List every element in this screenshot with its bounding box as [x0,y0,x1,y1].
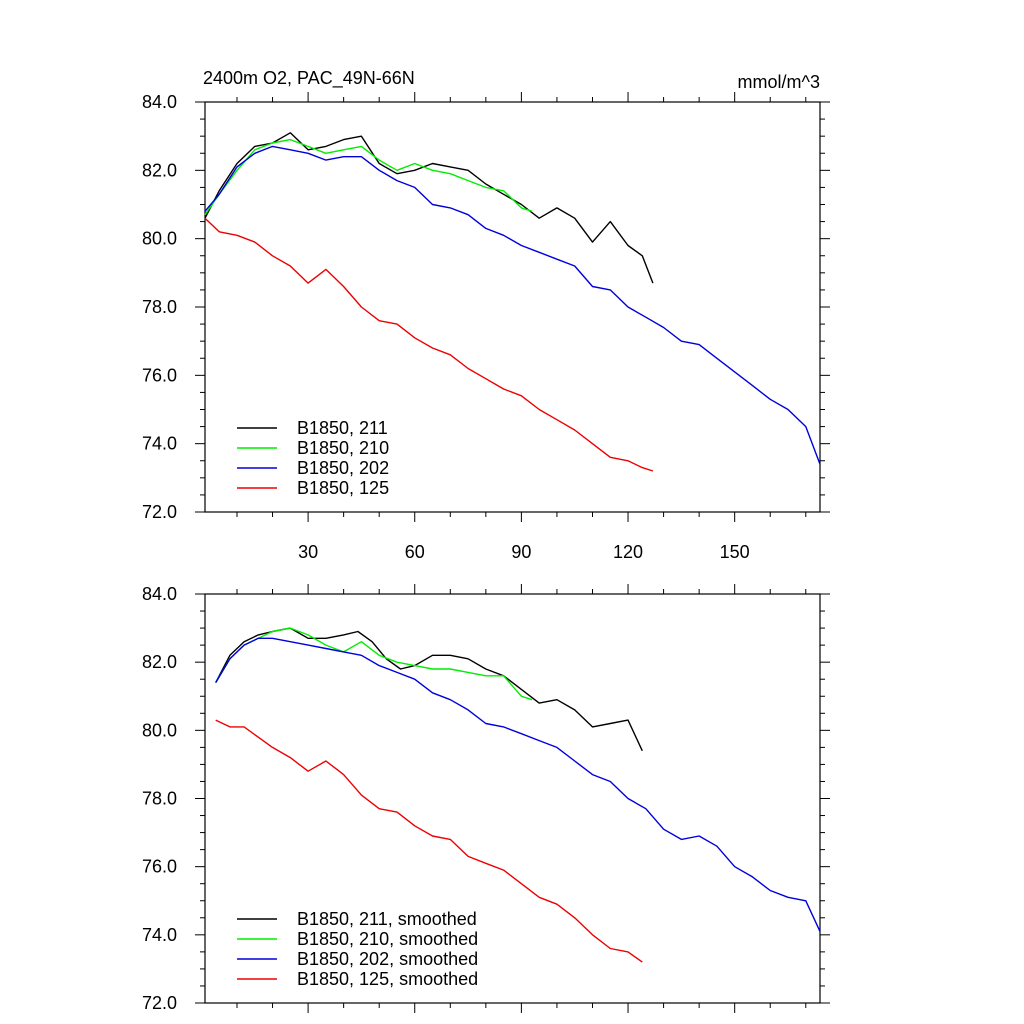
y-tick-label: 80.0 [142,720,177,740]
y-tick-label: 74.0 [142,925,177,945]
y-tick-label: 78.0 [142,297,177,317]
legend-label: B1850, 125 [297,478,389,498]
bottom-panel: 72.0 74.0 76.0 78.0 80.0 82.0 84.0 B1850, 211, … [142,584,830,1013]
y-tick-label: 84.0 [142,92,177,112]
x-tick-label: 60 [405,542,425,562]
series-line-4 [204,217,654,472]
chart-title: 2400m O2, PAC_49N-66N [203,68,415,89]
y-tick-label: 76.0 [142,857,177,877]
y-tick-label: 78.0 [142,789,177,809]
y-tick-label: 72.0 [142,502,177,522]
y-tick-label: 72.0 [142,993,177,1013]
x-tick-label: 30 [298,542,318,562]
x-tick-label: 90 [511,542,531,562]
series-line-3 [215,637,821,932]
legend-label: B1850, 202 [297,458,389,478]
top-panel: 72.0 74.0 76.0 78.0 80.0 82.0 84.0 30 60 90 120 150… [142,92,830,562]
series-line-4 [215,719,643,963]
x-tick-label: 150 [720,542,750,562]
legend-label: B1850, 210, smoothed [297,929,478,949]
y-tick-label: 80.0 [142,229,177,249]
y-tick-label: 84.0 [142,584,177,604]
series-line-2 [215,627,533,701]
legend-label: B1850, 211, smoothed [297,909,477,929]
legend-label: B1850, 210 [297,438,389,458]
y-tick-label: 76.0 [142,365,177,385]
y-tick-label: 82.0 [142,160,177,180]
legend-label: B1850, 211 [297,418,388,438]
series-line-2 [204,138,533,216]
series-line-3 [204,145,821,465]
units-label: mmol/m^3 [738,72,820,92]
y-tick-label: 74.0 [142,434,177,454]
x-tick-label: 120 [613,542,643,562]
legend-label: B1850, 125, smoothed [297,969,478,989]
legend-label: B1850, 202, smoothed [297,949,478,969]
series-line-1 [204,132,654,284]
y-tick-label: 82.0 [142,652,177,672]
